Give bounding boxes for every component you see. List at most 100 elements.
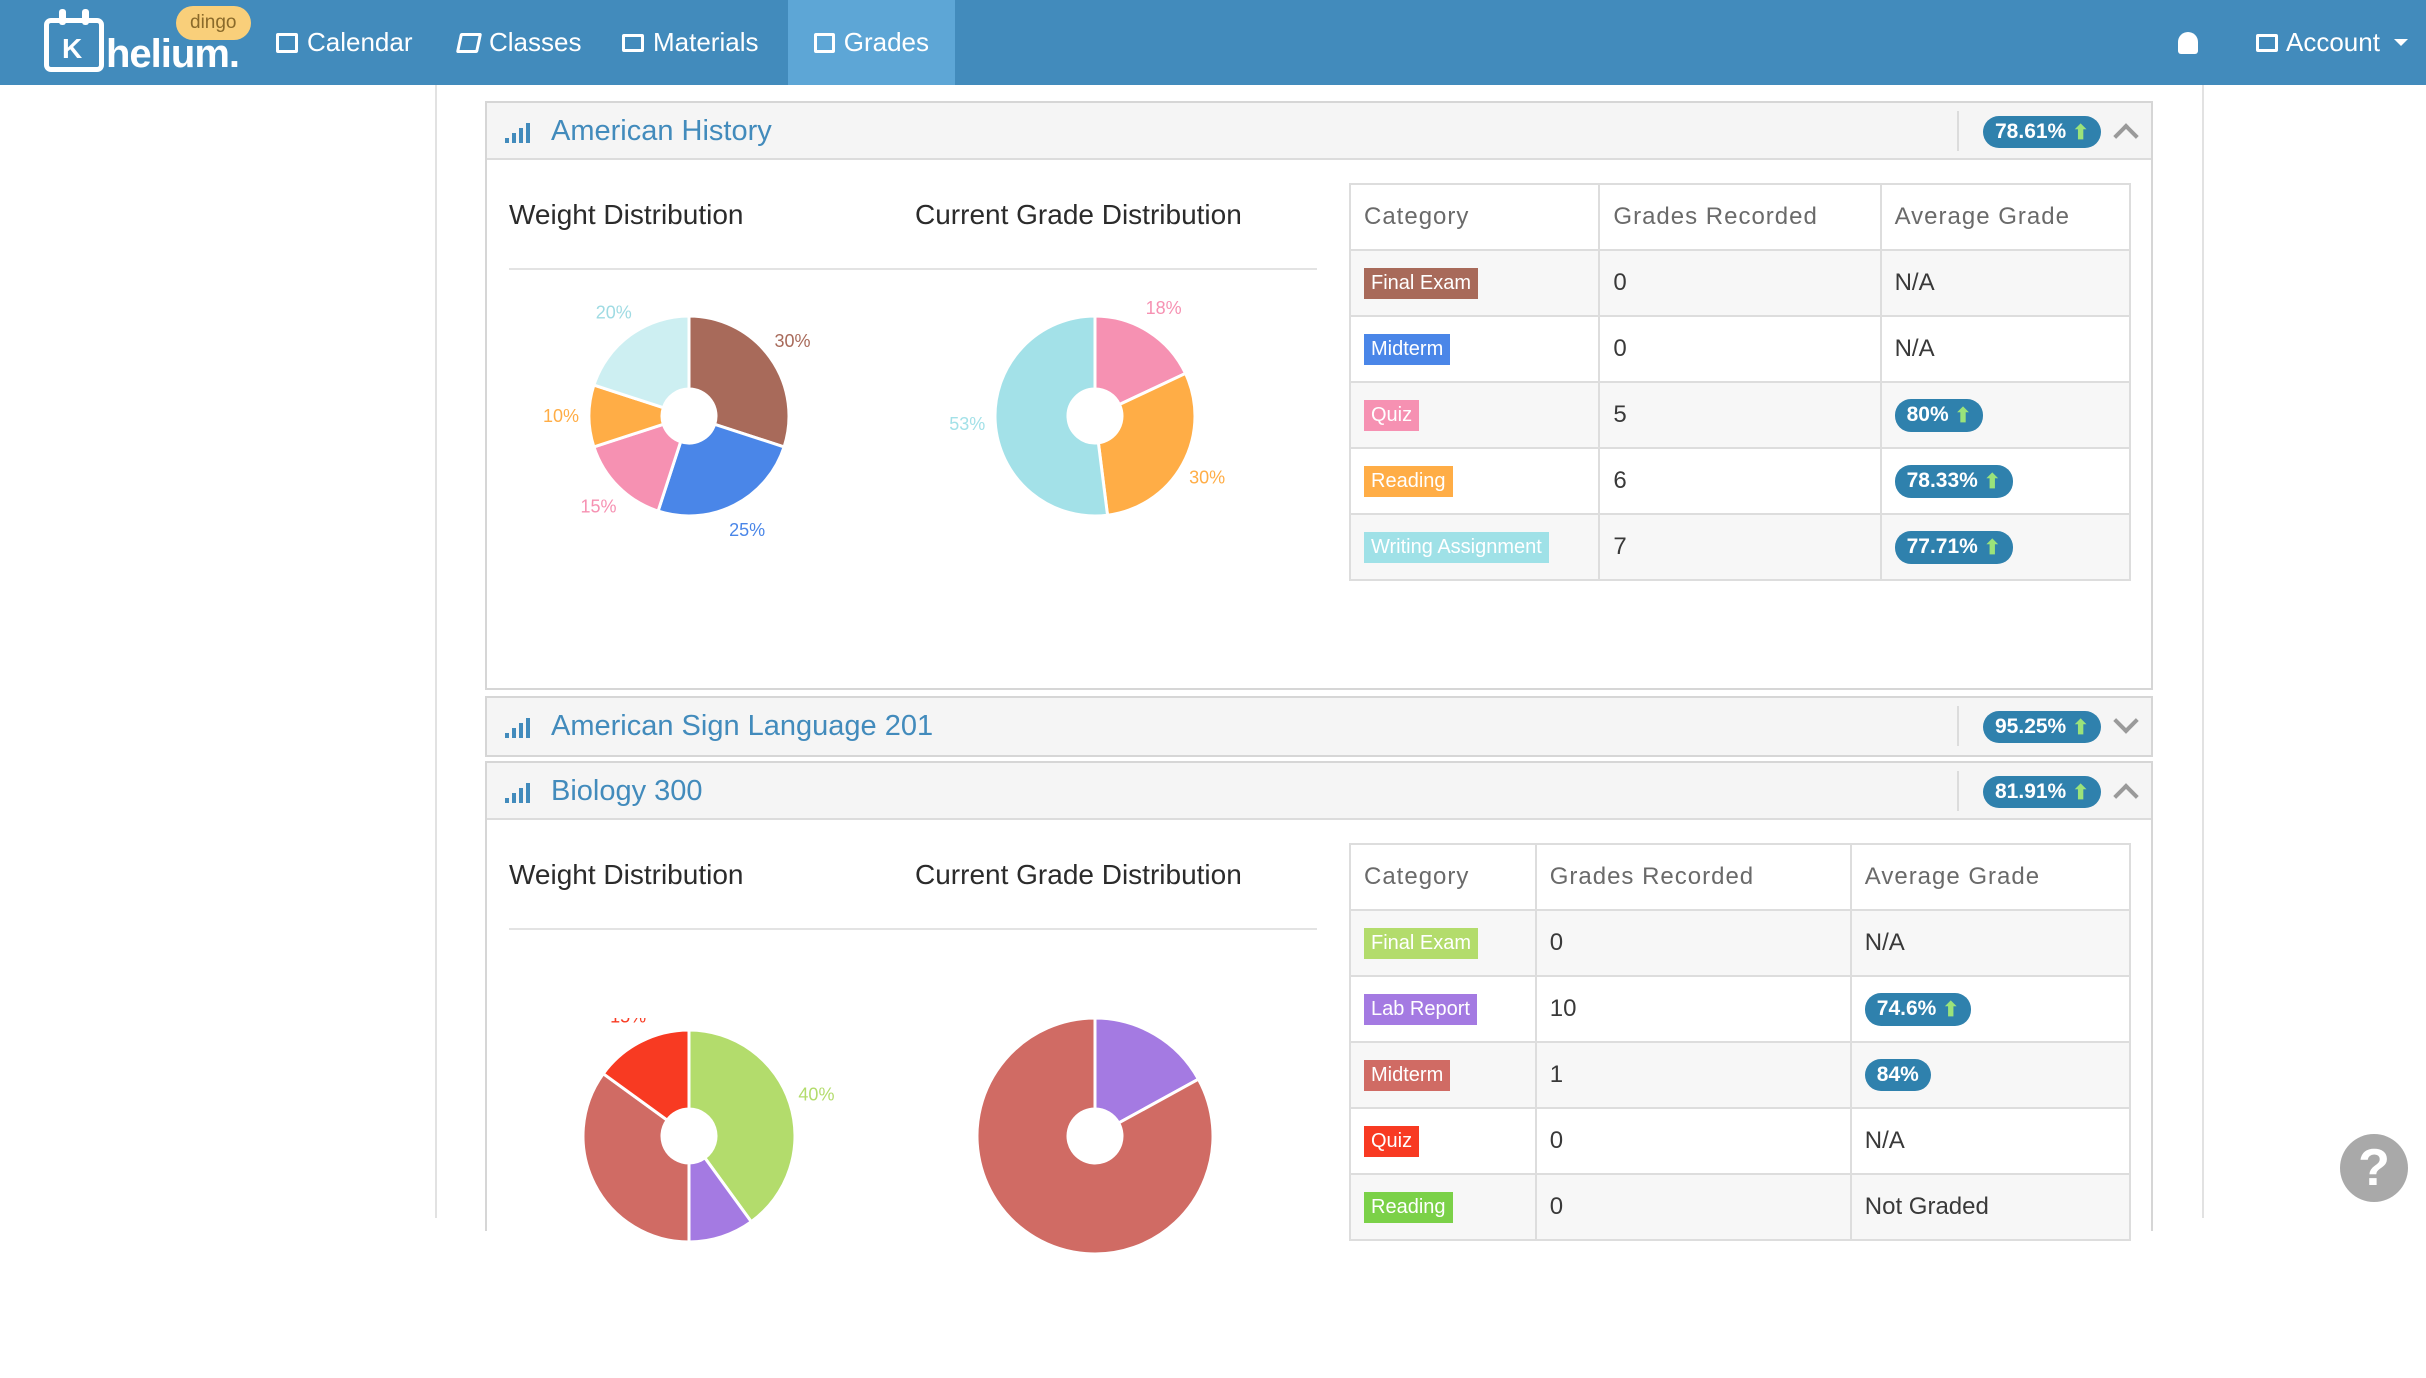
nav-classes[interactable]: Classes [432,0,607,85]
grades-recorded-cell: 0 [1534,1173,1852,1241]
table-row: Final Exam 0 N/A [1349,909,2132,977]
average-grade-cell: N/A [1849,1107,2132,1175]
arrow-up-icon: ⬆ [1983,470,2001,493]
category-cell: Midterm [1349,1041,1537,1109]
category-table: Category Grades Recorded Average Grade F… [1348,183,2132,581]
col-category: Category [1348,183,1601,251]
nav-materials-label: Materials [653,27,759,57]
category-cell: Midterm [1348,315,1601,383]
current-grade-pie: 17% [975,1018,1215,1256]
average-grade-value: 80% [1906,403,1949,426]
category-cell: Reading [1349,1173,1537,1241]
course-grade-badge: 78.61% ⬆ [1983,116,2101,148]
category-table: Category Grades Recorded Average Grade F… [1349,843,2132,1241]
help-button[interactable]: ? [2340,1134,2408,1202]
pie-slice [601,1028,691,1123]
calendar-logo-icon: K [44,9,104,72]
category-cell: Reading [1348,447,1601,515]
category-cell: Quiz [1348,381,1601,449]
category-label: Reading [1364,1191,1453,1223]
grades-recorded-cell: 10 [1534,975,1852,1043]
average-grade-value: 77.71% [1906,535,1978,558]
arrow-up-icon: ⬆ [2072,781,2089,804]
pie-slice [592,314,691,410]
course-panel-header[interactable]: American Sign Language 201 95.25% ⬆ [487,698,2151,755]
nav-calendar-label: Calendar [307,27,413,57]
current-grade-pie: 18% 30% 53% [949,298,1225,518]
table-row: Reading 6 78.33% ⬆ [1348,447,2132,515]
pie-slice-label: 30% [775,331,811,351]
book-icon [455,32,483,53]
table-row: Midterm 0 N/A [1348,315,2132,383]
pie-slice [993,314,1110,518]
collapse-chevron-icon[interactable] [2113,783,2139,809]
pie-slice-label: 18% [1146,298,1182,318]
course-panel-header[interactable]: American History 78.61% ⬆ [487,103,2151,160]
average-grade-cell: 77.71% ⬆ [1879,513,2132,581]
category-label: Quiz [1364,1125,1420,1157]
nav-materials[interactable]: Materials [596,0,784,85]
course-grade-badge: 81.91% ⬆ [1983,776,2101,808]
category-cell: Final Exam [1349,909,1537,977]
collapse-chevron-icon[interactable] [2113,123,2139,149]
helium-logo[interactable]: K helium. dingo [44,6,251,76]
account-menu[interactable]: Account [2256,0,2408,85]
average-grade-cell: N/A [1849,909,2132,977]
pie-slice-label: 25% [729,520,765,540]
pie-slice-label: 10% [543,406,579,426]
arrow-up-icon: ⬆ [1942,998,1960,1021]
col-average-grade: Average Grade [1879,183,2132,251]
average-grade-badge: 74.6% ⬆ [1864,992,1972,1026]
course-panel-header[interactable]: Biology 300 81.91% ⬆ [487,763,2151,820]
arrow-up-icon: ⬆ [2072,121,2089,144]
table-row: Midterm 1 84% [1349,1041,2132,1109]
grades-recorded-cell: 0 [1598,249,1882,317]
grades-recorded-cell: 1 [1534,1041,1852,1109]
pie-slice-label: 15% [610,1018,646,1027]
weight-distribution-heading: Weight Distribution [509,199,744,230]
average-grade-badge: 84% [1864,1059,1931,1091]
signal-bars-icon [505,121,533,143]
category-cell: Lab Report [1349,975,1537,1043]
table-row: Reading 0 Not Graded [1349,1173,2132,1241]
weight-distribution-pie: 40% 15% [581,1018,834,1244]
average-grade-cell: 74.6% ⬆ [1849,975,2132,1043]
notifications-button[interactable] [2178,0,2198,85]
course-grade-value: 81.91% [1995,780,2067,803]
category-label: Final Exam [1364,927,1479,959]
category-label: Midterm [1364,1059,1451,1091]
category-label: Midterm [1364,333,1451,365]
chevron-down-icon [2393,39,2408,46]
category-label: Lab Report [1364,993,1477,1025]
course-panel-biology-300: Biology 300 81.91% ⬆ Weight Distribution … [485,761,2153,1256]
course-title: American History [551,115,772,147]
pie-slice [1096,371,1197,517]
grades-recorded-cell: 6 [1598,447,1882,515]
signal-bars-icon [505,716,533,738]
col-category: Category [1349,843,1537,911]
section-divider [509,268,1317,270]
nav-grades[interactable]: Grades [788,0,955,85]
course-grade-value: 78.61% [1995,120,2067,143]
pie-slice [1093,1018,1201,1126]
section-divider [509,928,1317,930]
course-panel-asl-201: American Sign Language 201 95.25% ⬆ [485,696,2153,757]
expand-chevron-icon[interactable] [2113,708,2139,734]
pie-slice-label: 17% [1151,1018,1187,1020]
content-frame-right [2202,85,2204,1218]
pie-slice-label: 53% [949,414,985,434]
header-divider [1957,771,1959,811]
nav-calendar[interactable]: Calendar [250,0,439,85]
average-grade-badge: 77.71% ⬆ [1894,530,2013,564]
pie-slice-label: 15% [580,497,616,517]
col-grades-recorded: Grades Recorded [1534,843,1852,911]
table-row: Quiz 0 N/A [1349,1107,2132,1175]
table-row: Lab Report 10 74.6% ⬆ [1349,975,2132,1043]
grades-recorded-cell: 0 [1534,909,1852,977]
average-grade-cell: N/A [1879,249,2132,317]
pie-slice [656,422,786,518]
pie-slice [1093,314,1188,407]
grades-recorded-cell: 5 [1598,381,1882,449]
signal-bars-icon [505,781,533,803]
pie-slice-label: 30% [1189,468,1225,488]
